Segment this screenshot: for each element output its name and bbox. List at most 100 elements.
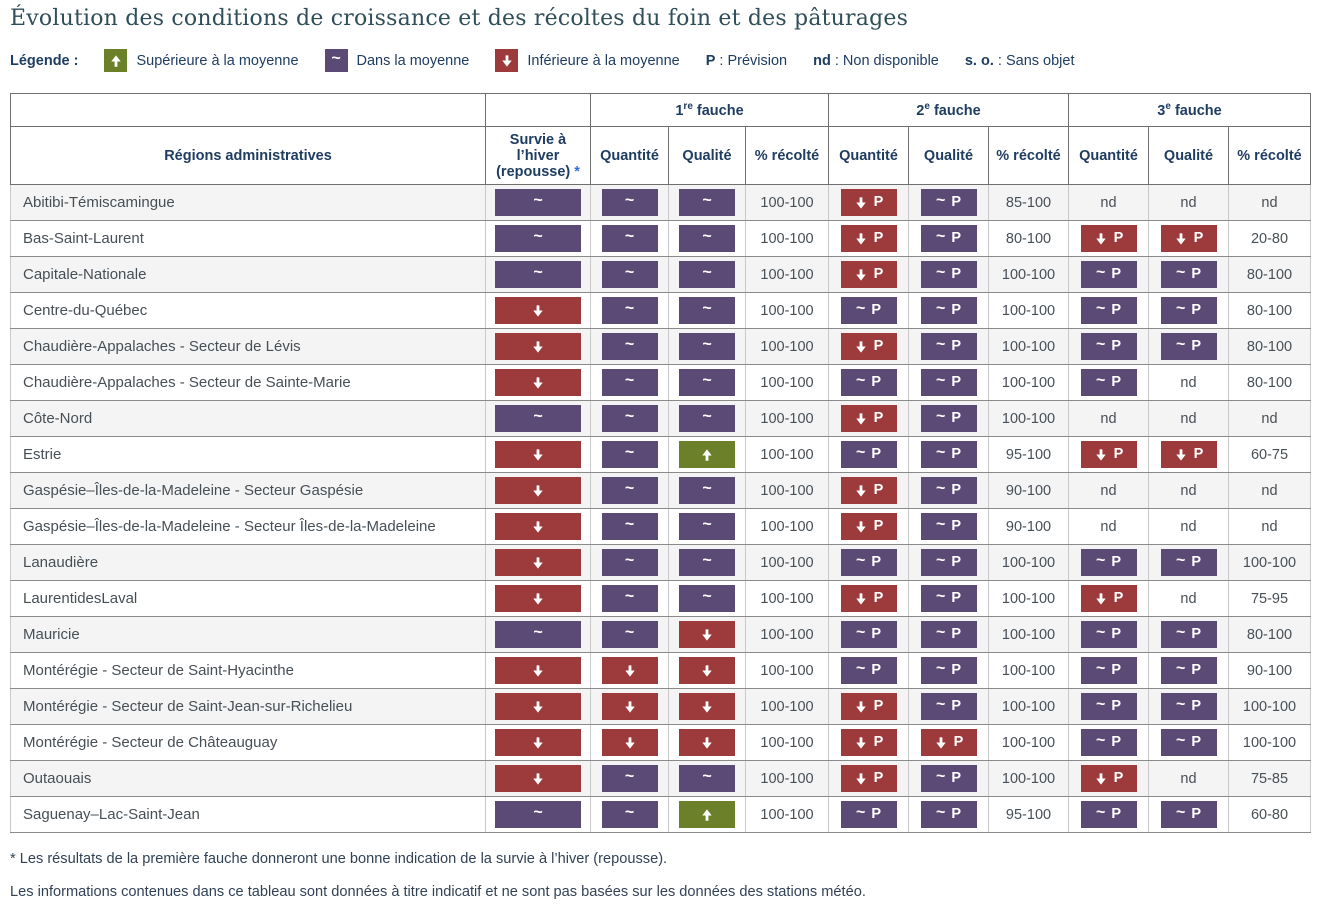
below-average-badge — [495, 441, 581, 468]
quantity-cell-fauche-2: P — [828, 400, 909, 437]
harvest-value-fauche-3: 80-100 — [1228, 616, 1311, 653]
quantity-cell-fauche-3: nd — [1068, 508, 1149, 545]
nd-text: nd — [1180, 374, 1197, 391]
table-row: Montérégie - Secteur de Saint-Jean-sur-R… — [10, 688, 1311, 725]
quality-cell-fauche-3: ~ P — [1148, 256, 1229, 293]
arrow-up-icon — [702, 808, 712, 821]
average-badge: ~ — [679, 549, 735, 576]
harvest-value-fauche-3: 80-100 — [1228, 292, 1311, 329]
quantity-cell-fauche-1: ~ — [590, 364, 669, 401]
below-average-badge: P — [840, 225, 897, 252]
group-ordinal-suffix: re — [683, 101, 693, 113]
quality-cell-fauche-3: ~ P — [1148, 688, 1229, 725]
quantity-cell-fauche-2: P — [828, 328, 909, 365]
below-average-badge: P — [920, 729, 977, 756]
prevision-abbr: P — [705, 52, 716, 69]
harvest-value-fauche-1: 100-100 — [745, 760, 829, 797]
harvest-value-fauche-2: 100-100 — [988, 652, 1069, 689]
survival-cell: ~ — [485, 796, 591, 833]
below-average-badge: P — [840, 693, 897, 720]
region-name: LaurentidesLaval — [10, 580, 486, 617]
average-badge: ~ P — [1080, 801, 1137, 828]
nd-text: nd — [1180, 518, 1197, 535]
column-header-regions: Régions administratives — [10, 126, 486, 185]
prevision-mark: P — [1191, 302, 1201, 319]
quality-cell-fauche-2: ~ P — [908, 616, 989, 653]
quantity-cell-fauche-2: P — [828, 724, 909, 761]
harvest-value-fauche-2: 90-100 — [988, 472, 1069, 509]
average-badge: ~ — [601, 225, 658, 252]
region-name: Bas-Saint-Laurent — [10, 220, 486, 257]
quantity-cell-fauche-1 — [590, 652, 669, 689]
region-name: Centre-du-Québec — [10, 292, 486, 329]
below-average-badge: P — [1080, 765, 1137, 792]
average-badge: ~ — [495, 189, 581, 216]
average-badge: ~ P — [920, 333, 977, 360]
average-badge: ~ P — [1080, 729, 1137, 756]
group-ordinal-suffix: e — [1165, 101, 1171, 113]
quantity-cell-fauche-3: ~ P — [1068, 724, 1149, 761]
average-badge: ~ — [601, 369, 658, 396]
average-badge: ~ — [679, 189, 735, 216]
so-label: Sans objet — [1005, 52, 1075, 69]
region-name: Lanaudière — [10, 544, 486, 581]
harvest-value-fauche-2: 100-100 — [988, 760, 1069, 797]
average-badge: ~ — [601, 441, 658, 468]
harvest-value-fauche-2: 90-100 — [988, 508, 1069, 545]
arrow-down-icon — [855, 772, 866, 785]
table-row: Bas-Saint-Laurent ~ ~ ~100-100 P ~ P 80-100 P P 20… — [10, 220, 1311, 257]
average-badge: ~ P — [920, 297, 977, 324]
prevision-mark: P — [951, 554, 961, 571]
quantity-cell-fauche-3: ~ P — [1068, 544, 1149, 581]
average-badge: ~ P — [1160, 621, 1217, 648]
prevision-mark: P — [951, 302, 961, 319]
arrow-down-icon — [1095, 232, 1106, 245]
arrow-up-icon — [702, 448, 712, 461]
average-badge: ~ P — [920, 261, 977, 288]
quality-cell-fauche-3: ~ P — [1148, 652, 1229, 689]
nd-text: nd — [1180, 482, 1197, 499]
quality-cell-fauche-2: ~ P — [908, 544, 989, 581]
harvest-value-fauche-3: nd — [1228, 184, 1311, 221]
table-row: Montérégie - Secteur de Saint-Hyacinthe 1… — [10, 652, 1311, 689]
quantity-cell-fauche-2: P — [828, 688, 909, 725]
quantity-cell-fauche-2: ~ P — [828, 652, 909, 689]
average-badge: ~ P — [920, 441, 977, 468]
prevision-mark: P — [951, 806, 961, 823]
arrow-down-icon — [502, 54, 512, 67]
region-name: Chaudière-Appalaches - Secteur de Sainte… — [10, 364, 486, 401]
legend-abbrev-prevision: P : Prévision — [706, 53, 787, 69]
so-abbr: s. o. — [964, 52, 994, 69]
prevision-mark: P — [951, 626, 961, 643]
prevision-mark: P — [1113, 230, 1124, 247]
nd-text: nd — [1180, 194, 1197, 211]
harvest-value-fauche-3: 20-80 — [1228, 220, 1311, 257]
prevision-mark: P — [873, 734, 884, 751]
survival-cell — [485, 760, 591, 797]
survival-cell — [485, 688, 591, 725]
survival-cell: ~ — [485, 220, 591, 257]
average-badge: ~ — [679, 513, 735, 540]
quantity-cell-fauche-2: P — [828, 472, 909, 509]
table-row: Lanaudière ~ ~100-100 ~ P ~ P 100-100 ~ P ~ P 100-10… — [10, 544, 1311, 581]
survival-cell: ~ — [485, 184, 591, 221]
quality-cell-fauche-1: ~ — [668, 364, 746, 401]
legend-abbrev-so: s. o. : Sans objet — [965, 53, 1075, 69]
average-badge: ~ P — [840, 801, 897, 828]
average-badge: ~ P — [920, 801, 977, 828]
group-header-fauche-3: 3e fauche — [1068, 93, 1311, 127]
average-badge: ~ P — [1080, 369, 1137, 396]
harvest-value-fauche-1: 100-100 — [745, 544, 829, 581]
prevision-mark: P — [1113, 770, 1124, 787]
harvest-value-fauche-1: 100-100 — [745, 796, 829, 833]
harvest-value-fauche-2: 100-100 — [988, 580, 1069, 617]
region-name: Abitibi-Témiscamingue — [10, 184, 486, 221]
arrow-down-icon — [533, 772, 543, 785]
quality-cell-fauche-1: ~ — [668, 580, 746, 617]
arrow-down-icon — [702, 736, 712, 749]
prevision-mark: P — [873, 338, 884, 355]
below-average-badge — [679, 729, 735, 756]
harvest-value-fauche-1: 100-100 — [745, 652, 829, 689]
arrow-down-icon — [855, 232, 866, 245]
below-average-badge — [679, 693, 735, 720]
